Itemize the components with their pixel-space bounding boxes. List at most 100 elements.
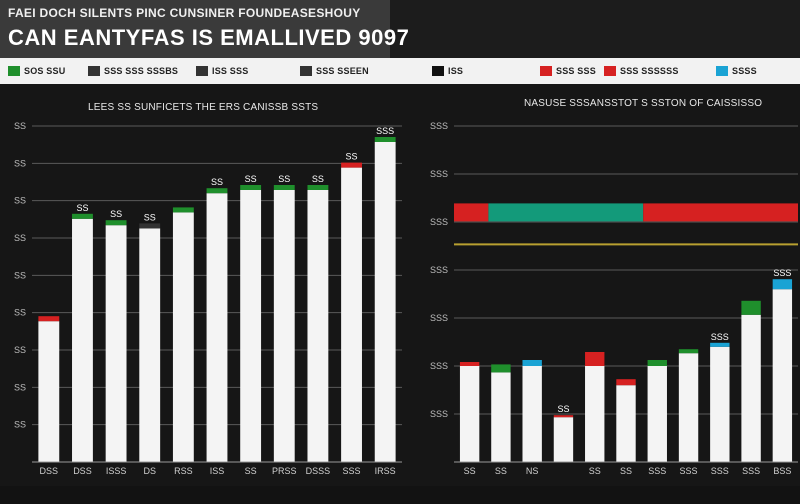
legend-item: SSS SSSSSS xyxy=(604,64,679,78)
data-label: SS xyxy=(278,174,290,184)
header: FAEI DOCH SILENTS PINC CUNSINER FOUNDEAS… xyxy=(0,0,800,58)
y-tick-label: SS xyxy=(14,158,26,168)
data-label: SS xyxy=(245,174,257,184)
data-label: SSS xyxy=(711,332,729,342)
y-tick-label: SSS xyxy=(430,409,448,419)
bar xyxy=(273,190,295,462)
bar-cap xyxy=(307,185,329,190)
bar xyxy=(38,321,60,462)
bar-cap xyxy=(273,185,295,190)
legend-label: ISS xyxy=(448,66,464,76)
x-tick-label: ISSS xyxy=(106,466,127,476)
y-tick-label: SSS xyxy=(430,265,448,275)
bar-cap xyxy=(38,316,60,322)
x-tick-label: SS xyxy=(245,466,257,476)
bar-cap xyxy=(710,342,730,347)
legend-swatch xyxy=(8,66,20,76)
y-tick-label: SS xyxy=(14,196,26,206)
data-label: SS xyxy=(110,209,122,219)
bar-cap xyxy=(240,185,262,190)
x-tick-label: SS xyxy=(589,466,601,476)
bar-cap xyxy=(459,362,480,366)
bar-cap xyxy=(105,220,127,226)
bar xyxy=(172,212,194,462)
bar xyxy=(772,289,793,462)
footer xyxy=(0,486,800,504)
legend-swatch xyxy=(432,66,444,76)
legend-label: SSSS xyxy=(732,66,757,76)
y-tick-label: SSS xyxy=(430,361,448,371)
legend-swatch xyxy=(196,66,208,76)
bar xyxy=(647,366,667,462)
legend-swatch xyxy=(540,66,552,76)
bar-cap xyxy=(139,223,161,229)
bar xyxy=(585,366,605,462)
x-tick-label: SSS xyxy=(711,466,729,476)
bar xyxy=(374,142,396,462)
bar xyxy=(522,366,542,462)
bar-cap xyxy=(647,360,667,366)
legend-label: SSS SSSSSS xyxy=(620,66,679,76)
legend-item: ISS SSS xyxy=(196,64,248,78)
data-label: SSS xyxy=(773,268,791,278)
x-tick-label: RSS xyxy=(174,466,193,476)
data-label: SS xyxy=(144,212,156,222)
bar xyxy=(616,385,636,462)
y-tick-label: SSS xyxy=(430,169,448,179)
bar-cap xyxy=(72,213,93,219)
y-tick-label: SS xyxy=(14,270,26,280)
bar xyxy=(72,218,93,462)
legend-item: SSS SSS SSSBS xyxy=(88,64,178,78)
bar-cap xyxy=(172,207,194,213)
bar-cap xyxy=(772,279,793,290)
y-tick-label: SS xyxy=(14,233,26,243)
y-tick-label: SSS xyxy=(430,217,448,227)
data-label: SS xyxy=(312,174,324,184)
bar xyxy=(741,314,761,462)
bar xyxy=(240,190,262,462)
legend-label: ISS SSS xyxy=(212,66,249,76)
chart-kicker: FAEI DOCH SILENTS PINC CUNSINER FOUNDEAS… xyxy=(8,6,361,20)
bar xyxy=(139,228,161,462)
legend-item: SSS SSS xyxy=(540,64,596,78)
x-tick-label: BSS xyxy=(773,466,791,476)
data-label: SS xyxy=(211,177,223,187)
band-segment xyxy=(643,203,798,222)
bar xyxy=(307,190,329,462)
data-label: SS xyxy=(76,203,88,213)
x-tick-label: SSS xyxy=(680,466,698,476)
bar xyxy=(105,225,127,462)
x-tick-label: ISS xyxy=(210,466,225,476)
y-tick-label: SSS xyxy=(430,121,448,131)
x-tick-label: SS xyxy=(620,466,632,476)
legend-item: ISS xyxy=(432,64,463,78)
title-box: FAEI DOCH SILENTS PINC CUNSINER FOUNDEAS… xyxy=(0,0,409,58)
y-tick-label: SS xyxy=(14,121,26,131)
legend-item: SSSS xyxy=(716,64,757,78)
bar-cap xyxy=(522,360,542,366)
legend-label: SSS SSS SSSBS xyxy=(104,66,179,76)
y-tick-label: SS xyxy=(14,308,26,318)
x-tick-label: NS xyxy=(526,466,539,476)
y-tick-label: SS xyxy=(14,345,26,355)
x-tick-label: SSS xyxy=(742,466,760,476)
bar xyxy=(710,346,730,462)
bar-cap xyxy=(741,300,761,315)
legend-label: SSS SSS xyxy=(556,66,596,76)
data-label: SS xyxy=(346,152,358,162)
data-label: SSS xyxy=(376,126,394,136)
legend-label: SOS SSU xyxy=(24,66,66,76)
y-tick-label: SS xyxy=(14,420,26,430)
bar-cap xyxy=(585,352,605,366)
bar-cap xyxy=(678,349,699,354)
bar-cap xyxy=(491,364,511,373)
chart-title: CAN EANTYFAS IS EMALLIVED 9097 xyxy=(8,25,410,50)
legend-swatch xyxy=(300,66,312,76)
bar xyxy=(553,417,574,462)
x-tick-label: DSS xyxy=(73,466,92,476)
legend-item: SOS SSU xyxy=(8,64,65,78)
left-panel-title: LEES SS SUNFICETS THE ERS CANISSB SSTS xyxy=(88,102,319,113)
band-segment xyxy=(454,203,489,222)
